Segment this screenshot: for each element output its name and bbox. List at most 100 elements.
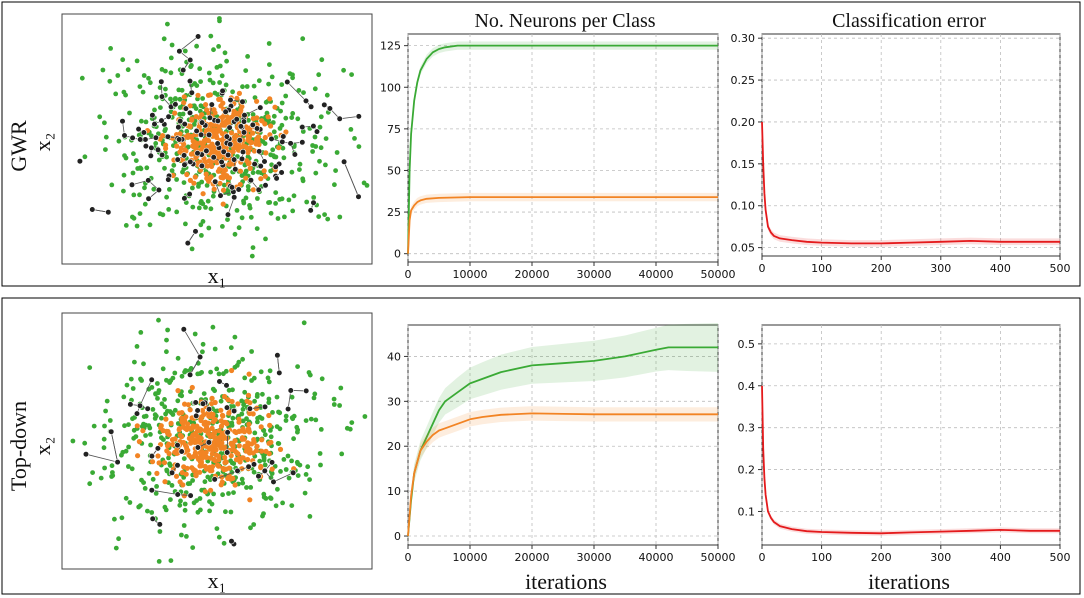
td-scatter-green-point xyxy=(101,436,107,442)
td-scatter-orange-point xyxy=(183,471,189,477)
gwr-scatter-green-point xyxy=(168,96,173,102)
gwr-scatter-orange-point xyxy=(263,150,269,156)
td-scatter-edge xyxy=(139,379,153,406)
td-scatter-node xyxy=(285,405,292,413)
gwr-scatter-green-point xyxy=(168,70,174,76)
gwr-scatter-green-point xyxy=(296,88,302,93)
td-scatter-green-point xyxy=(146,423,152,428)
gwr-scatter-green-point xyxy=(200,96,206,101)
gwr-scatter-node xyxy=(89,206,96,213)
td-scatter-orange-point xyxy=(136,439,142,445)
td-scatter-orange-point xyxy=(209,401,215,407)
gwr-scatter-node xyxy=(214,117,221,124)
td-scatter-green-point xyxy=(87,481,93,487)
gwr-scatter-node xyxy=(181,195,188,202)
gwr-scatter-green-point xyxy=(203,205,208,210)
td-scatter-green-point xyxy=(154,484,160,489)
gwr-scatter-green-point xyxy=(239,173,245,179)
gwr-scatter-green-point xyxy=(319,57,325,63)
gwr-scatter-node xyxy=(193,127,200,135)
gwr-scatter-node xyxy=(307,207,314,214)
gwr-scatter-orange-point xyxy=(214,150,220,156)
td-scatter-orange-point xyxy=(239,428,245,434)
td-scatter-orange-point xyxy=(185,402,191,408)
gwr-scatter-node xyxy=(154,146,162,153)
gwr-scatter-node xyxy=(313,128,321,135)
td-scatter-edge xyxy=(151,489,178,495)
td-scatter-green-point xyxy=(141,414,147,419)
td-error-xlabel: iterations xyxy=(868,569,950,594)
td-scatter-orange-point xyxy=(193,472,199,478)
td-neurons-xtick-label: 50000 xyxy=(701,551,736,564)
td-scatter-green-point xyxy=(266,379,272,385)
gwr-scatter-green-point xyxy=(280,145,286,151)
gwr-scatter-orange-point xyxy=(180,157,186,163)
gwr-scatter-green-point xyxy=(191,122,197,127)
gwr-scatter-green-point xyxy=(125,67,131,73)
td-scatter-green-point xyxy=(82,440,88,446)
td-scatter-orange-point xyxy=(266,412,272,419)
td-scatter-green-point xyxy=(319,376,325,382)
td-scatter-green-point xyxy=(331,396,337,402)
gwr-scatter-green-point xyxy=(157,211,163,217)
td-scatter-green-point xyxy=(289,415,295,421)
td-scatter-green-point xyxy=(268,475,274,481)
td-scatter-orange-point xyxy=(259,448,265,454)
gwr-scatter-node xyxy=(208,101,215,108)
td-scatter-orange-point xyxy=(228,453,234,459)
gwr-scatter-node xyxy=(182,105,189,112)
td-scatter-orange-point xyxy=(229,398,235,405)
gwr-scatter-orange-point xyxy=(208,162,214,168)
td-scatter-orange-point xyxy=(208,487,214,493)
td-scatter-green-point xyxy=(150,407,156,412)
gwr-scatter-green-point xyxy=(246,187,251,193)
gwr-scatter-node xyxy=(247,177,254,184)
gwr-scatter-green-point xyxy=(247,205,253,211)
gwr-scatter-orange-point xyxy=(181,100,187,106)
td-scatter-green-point xyxy=(295,364,300,369)
gwr-scatter-orange-point xyxy=(215,168,221,174)
td-scatter-green-point xyxy=(98,475,104,481)
td-scatter-edge xyxy=(214,470,238,480)
td-scatter-orange-point xyxy=(179,419,185,425)
td-scatter-green-point xyxy=(211,491,217,497)
gwr-scatter-green-point xyxy=(206,70,212,76)
td-scatter-green-point xyxy=(192,331,198,337)
gwr-scatter-node xyxy=(291,151,299,158)
td-scatter-orange-point xyxy=(168,420,174,426)
gwr-scatter-node xyxy=(198,162,205,169)
gwr-scatter-orange-point xyxy=(243,175,249,181)
gwr-scatter-orange-point xyxy=(192,174,198,180)
gwr-scatter-green-point xyxy=(300,36,306,42)
td-scatter-orange-point xyxy=(228,440,234,447)
td-scatter-green-point xyxy=(242,375,248,381)
td-scatter-green-point xyxy=(103,408,108,414)
td-scatter-green-point xyxy=(128,376,134,382)
td-scatter-green-point xyxy=(126,422,131,427)
gwr-scatter-node xyxy=(181,161,188,168)
td-scatter-node xyxy=(246,405,253,412)
td-scatter-orange-point xyxy=(232,448,238,454)
td-scatter-green-point xyxy=(101,445,107,451)
td-scatter-green-point xyxy=(139,378,145,383)
td-scatter-green-point xyxy=(266,400,272,405)
gwr-scatter-orange-point xyxy=(187,177,193,183)
td-scatter-orange-point xyxy=(209,451,215,457)
td-neurons-xtick-label: 20000 xyxy=(515,551,550,564)
gwr-scatter-green-point xyxy=(174,177,180,182)
td-scatter-orange-point xyxy=(170,441,176,448)
gwr-scatter-node xyxy=(172,101,179,108)
td-scatter-node xyxy=(224,429,231,436)
td-scatter-node xyxy=(82,451,90,458)
td-scatter-green-point xyxy=(255,419,260,425)
gwr-scatter-green-point xyxy=(194,43,200,49)
td-scatter-green-point xyxy=(107,418,113,423)
gwr-scatter-green-point xyxy=(152,107,157,113)
gwr-scatter-orange-point xyxy=(189,133,195,140)
td-scatter-node xyxy=(224,449,231,456)
gwr-scatter-green-point xyxy=(181,180,187,186)
gwr-error-xtick-label: 500 xyxy=(1050,262,1071,275)
td-scatter-green-point xyxy=(190,478,196,483)
gwr-scatter-orange-point xyxy=(189,116,195,122)
